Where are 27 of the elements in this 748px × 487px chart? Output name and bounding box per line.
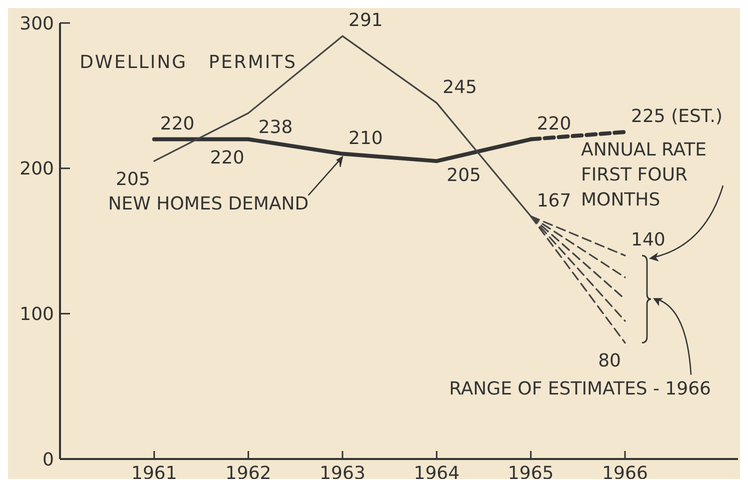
y-tick-label: 0 <box>42 449 54 470</box>
data-label: 220 <box>536 113 572 134</box>
legend-label: NEW HOMES DEMAND <box>108 193 309 214</box>
data-label: 291 <box>348 10 383 32</box>
data-label: 238 <box>258 117 293 138</box>
data-label: 225 (EST.) <box>631 106 723 127</box>
x-tick-label: 1962 <box>225 463 272 484</box>
data-label: 167 <box>536 190 572 212</box>
data-label: 210 <box>348 128 383 149</box>
x-tick-label: 1966 <box>602 463 648 484</box>
annotation: RANGE OF ESTIMATES - 1966 <box>449 378 711 400</box>
data-label: 245 <box>442 76 478 98</box>
x-tick-label: 1963 <box>320 463 366 484</box>
y-tick-label: 100 <box>20 304 54 325</box>
data-label: 80 <box>598 350 621 372</box>
data-label: 220 <box>160 113 195 134</box>
x-tick-label: 1965 <box>508 463 554 484</box>
y-tick-label: 300 <box>20 13 54 34</box>
x-tick-label: 1964 <box>414 463 460 484</box>
annotation: ANNUAL RATE FIRST FOUR MONTHS <box>581 140 707 211</box>
data-label: 205 <box>116 169 150 190</box>
x-tick-label: 1961 <box>131 463 178 484</box>
data-label: 205 <box>446 165 482 186</box>
data-label: 140 <box>631 230 666 251</box>
y-tick-label: 200 <box>20 158 54 180</box>
series-label: DWELLING PERMITS <box>80 52 298 74</box>
data-label: 220 <box>210 147 244 168</box>
